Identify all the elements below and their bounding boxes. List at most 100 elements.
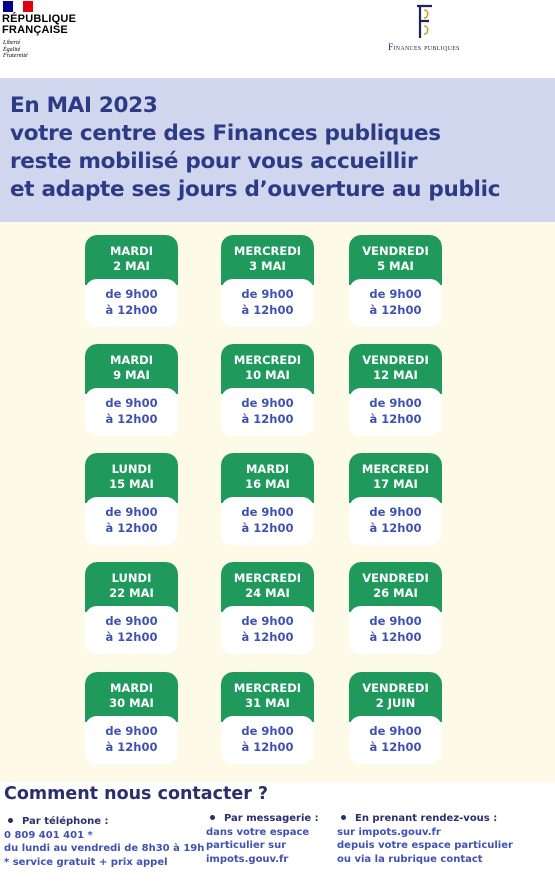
day-name: MERCREDI [233,244,302,258]
hours-from: de 9h00 [241,287,294,301]
day-card: LUNDI 22 MAI de 9h00 à 12h00 [85,562,178,654]
day-card-hours: de 9h00 à 12h00 [349,606,442,654]
day-date: 30 MAI [109,696,154,710]
hours-from: de 9h00 [105,287,158,301]
finances-publiques-logo: Finances publiques [374,4,474,54]
contact-messaging: Par messagerie : dans votre espace parti… [206,812,319,866]
day-date: 31 MAI [245,696,290,710]
appointment-link[interactable]: sur impots.gouv.fr [337,826,441,838]
day-card-hours: de 9h00 à 12h00 [85,606,178,654]
messaging-line-1: dans votre espace [206,826,310,838]
contact-title: Comment nous contacter ? [4,784,269,804]
day-date: 2 MAI [113,259,150,273]
day-card-header: MERCREDI 24 MAI [221,562,314,612]
french-flag-icon [3,1,33,12]
day-name: LUNDI [111,462,152,476]
day-date: 22 MAI [109,586,154,600]
hours-to: à 12h00 [241,739,294,754]
hours-from: de 9h00 [369,505,422,519]
day-card: MARDI 16 MAI de 9h00 à 12h00 [221,453,314,545]
hours-from: de 9h00 [369,396,422,410]
phone-number[interactable]: 0 809 401 401 * [4,829,93,841]
day-card-header: MERCREDI 3 MAI [221,235,314,285]
day-card-header: MERCREDI 10 MAI [221,344,314,394]
day-card-hours: de 9h00 à 12h00 [349,716,442,764]
day-date: 12 MAI [373,368,418,382]
day-card-hours: de 9h00 à 12h00 [349,497,442,545]
phone-note: * service gratuit + prix appel [4,856,168,868]
bullet-icon [8,817,13,823]
day-date: 9 MAI [113,368,150,382]
phone-hours: du lundi au vendredi de 8h30 à 19h [4,843,205,854]
day-name: MARDI [109,244,154,258]
day-card: VENDREDI 5 MAI de 9h00 à 12h00 [349,235,442,327]
day-date: 26 MAI [373,586,418,600]
republique-line-1: RÉPUBLIQUE [2,13,77,25]
republique-line-2: FRANÇAISE [2,24,68,36]
contact-phone: Par téléphone : 0 809 401 401 * du lundi… [4,815,204,869]
day-name: MARDI [109,353,154,367]
day-card-hours: de 9h00 à 12h00 [85,497,178,545]
day-card-hours: de 9h00 à 12h00 [349,388,442,436]
day-card-header: VENDREDI 5 MAI [349,235,442,285]
day-card: MARDI 2 MAI de 9h00 à 12h00 [85,235,178,327]
hours-to: à 12h00 [105,411,158,426]
messaging-link[interactable]: impots.gouv.fr [206,853,289,865]
day-name: MERCREDI [233,571,302,585]
day-name: MERCREDI [361,462,430,476]
finances-publiques-label: Finances publiques [388,42,460,52]
day-date: 24 MAI [245,586,290,600]
day-name: VENDREDI [362,571,429,585]
hours-from: de 9h00 [369,287,422,301]
day-card-header: MARDI 30 MAI [85,672,178,722]
day-card: VENDREDI 12 MAI de 9h00 à 12h00 [349,344,442,436]
day-date: 16 MAI [245,477,290,491]
hours-to: à 12h00 [369,302,422,317]
day-card-hours: de 9h00 à 12h00 [85,716,178,764]
day-card-header: VENDREDI 2 JUIN [349,672,442,722]
day-card: MARDI 30 MAI de 9h00 à 12h00 [85,672,178,764]
day-card-hours: de 9h00 à 12h00 [221,388,314,436]
hours-to: à 12h00 [369,629,422,644]
hours-to: à 12h00 [241,302,294,317]
day-name: MERCREDI [233,681,302,695]
contact-section: Comment nous contacter ? Par téléphone :… [0,782,555,882]
day-card-hours: de 9h00 à 12h00 [221,497,314,545]
day-name: MARDI [245,462,290,476]
hours-from: de 9h00 [105,614,158,628]
day-card: VENDREDI 2 JUIN de 9h00 à 12h00 [349,672,442,764]
day-card-header: VENDREDI 12 MAI [349,344,442,394]
bullet-icon [210,814,215,820]
hours-from: de 9h00 [105,396,158,410]
hours-to: à 12h00 [241,629,294,644]
day-card: MERCREDI 10 MAI de 9h00 à 12h00 [221,344,314,436]
hours-to: à 12h00 [105,739,158,754]
appointment-line-2: depuis votre espace particulier [337,840,513,851]
day-card-header: MARDI 2 MAI [85,235,178,285]
hours-from: de 9h00 [241,396,294,410]
day-date: 2 JUIN [375,696,416,710]
day-name: VENDREDI [362,681,429,695]
hours-from: de 9h00 [369,614,422,628]
day-card-header: LUNDI 22 MAI [85,562,178,612]
hours-to: à 12h00 [105,629,158,644]
day-name: MARDI [109,681,154,695]
hours-from: de 9h00 [105,724,158,738]
republique-francaise-logo: RÉPUBLIQUE FRANÇAISE [2,14,76,36]
opening-schedule: MARDI 2 MAI de 9h00 à 12h00 MERCREDI 3 MAI de … [0,222,555,782]
day-name: MERCREDI [233,353,302,367]
day-card-header: MERCREDI 17 MAI [349,453,442,503]
appointment-title: En prenant rendez-vous : [355,813,498,824]
messaging-title: Par messagerie : [224,813,319,824]
hours-from: de 9h00 [369,724,422,738]
headline-line-2: votre centre des Finances publiques [10,121,441,146]
day-card-hours: de 9h00 à 12h00 [85,279,178,327]
hours-from: de 9h00 [241,724,294,738]
day-card-hours: de 9h00 à 12h00 [221,606,314,654]
hours-to: à 12h00 [369,411,422,426]
motto-liberte: Liberté [3,40,21,46]
day-card: MARDI 9 MAI de 9h00 à 12h00 [85,344,178,436]
day-card: VENDREDI 26 MAI de 9h00 à 12h00 [349,562,442,654]
hours-from: de 9h00 [241,614,294,628]
headline-line-4: et adapte ses jours d’ouverture au publi… [10,177,501,202]
